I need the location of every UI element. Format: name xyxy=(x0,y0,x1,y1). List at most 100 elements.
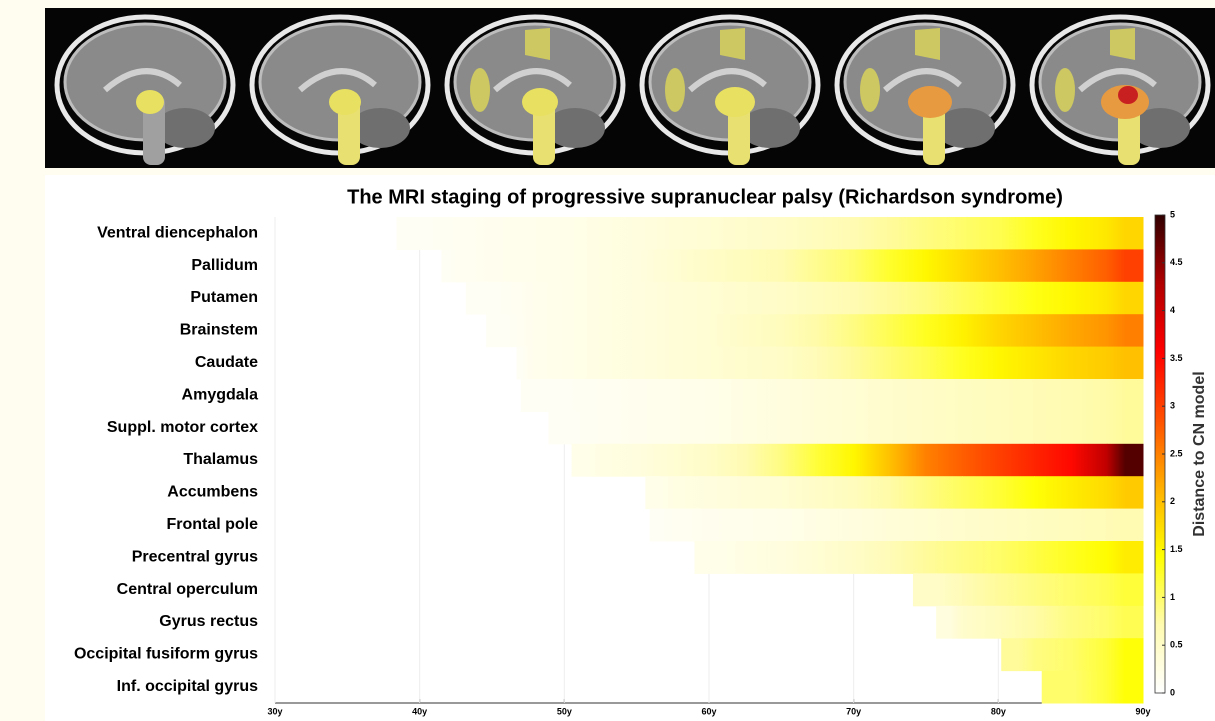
corpus-callosum xyxy=(298,68,377,93)
heat-cell xyxy=(889,281,963,315)
corpus-callosum xyxy=(688,68,767,93)
heat-cell xyxy=(962,217,1035,250)
heat-cell xyxy=(817,443,891,477)
frontal-region xyxy=(1055,68,1075,112)
heat-cell xyxy=(1106,411,1144,445)
heat-cell xyxy=(1106,638,1144,672)
heat-cell xyxy=(1106,314,1144,348)
cortex-region xyxy=(915,28,940,60)
colorbar-tick-label: 1 xyxy=(1170,592,1175,602)
corpus-callosum xyxy=(103,68,182,93)
frontal-region xyxy=(665,68,685,112)
diencephalon xyxy=(522,88,558,116)
heat-cell xyxy=(672,476,746,510)
row-label: Pallidum xyxy=(191,257,258,274)
heat-cell xyxy=(889,541,963,574)
cortex-region xyxy=(1110,28,1135,60)
corpus-callosum xyxy=(883,68,962,93)
x-tick-label: 70y xyxy=(846,706,861,716)
heat-cell xyxy=(962,379,1035,412)
heat-cell xyxy=(645,476,674,510)
colorbar-tick-label: 0.5 xyxy=(1170,640,1183,650)
heat-cell xyxy=(465,281,529,315)
row-label: Amygdala xyxy=(182,386,259,403)
x-tick-label: 30y xyxy=(267,706,282,716)
heat-cell xyxy=(1034,249,1108,283)
heat-cell xyxy=(1034,346,1108,380)
heat-cell xyxy=(600,411,674,445)
heat-cell xyxy=(1106,443,1144,477)
colorbar-tick-label: 5 xyxy=(1170,209,1175,219)
heat-cell xyxy=(528,346,601,380)
heat-cell xyxy=(672,508,746,542)
chart-title: The MRI staging of progressive supranucl… xyxy=(347,186,1063,208)
heat-cell xyxy=(962,541,1035,574)
row-label: Inf. occipital gyrus xyxy=(117,678,258,695)
heat-cell xyxy=(889,443,963,477)
heat-cell xyxy=(1034,476,1108,510)
heat-cell xyxy=(745,314,818,348)
heat-cell xyxy=(817,217,891,250)
heat-cell xyxy=(672,281,746,315)
heat-cell xyxy=(600,314,674,348)
heat-cell xyxy=(528,217,601,250)
heat-cell xyxy=(600,281,674,315)
heat-cell xyxy=(396,217,457,250)
frontal-region xyxy=(470,68,490,112)
heat-cell xyxy=(672,443,746,477)
heat-cell xyxy=(1106,541,1144,574)
thalamus-region xyxy=(1118,86,1138,104)
heat-cell xyxy=(889,411,963,445)
heat-cell xyxy=(745,411,818,445)
heat-cell xyxy=(1034,541,1108,574)
heat-cell xyxy=(817,281,891,315)
heat-cell xyxy=(516,346,529,380)
heat-cell xyxy=(745,443,818,477)
heat-cell xyxy=(528,314,601,348)
heat-cell xyxy=(528,379,601,412)
heat-cell xyxy=(817,314,891,348)
heat-cell xyxy=(745,476,818,510)
heat-cell xyxy=(672,249,746,283)
colorbar-tick-label: 4 xyxy=(1170,305,1175,315)
heat-cell xyxy=(817,346,891,380)
frontal-region xyxy=(860,68,880,112)
heat-cell xyxy=(486,314,529,348)
heat-cell xyxy=(600,379,674,412)
heat-cell xyxy=(745,281,818,315)
heat-cell xyxy=(889,314,963,348)
colorbar-tick-label: 2.5 xyxy=(1170,448,1183,458)
heat-cell xyxy=(745,346,818,380)
heat-cell xyxy=(528,281,601,315)
heat-cell xyxy=(936,605,963,639)
row-label: Caudate xyxy=(195,354,258,371)
row-label: Frontal pole xyxy=(166,516,258,533)
row-label: Brainstem xyxy=(180,322,258,339)
heat-cell xyxy=(1034,573,1108,607)
x-tick-label: 60y xyxy=(701,706,716,716)
heat-cell xyxy=(745,379,818,412)
brain-panels xyxy=(45,8,1215,168)
x-tick-label: 50y xyxy=(557,706,572,716)
row-label: Precentral gyrus xyxy=(132,548,258,565)
heat-cell xyxy=(1106,346,1144,380)
heat-cell xyxy=(528,249,601,283)
diencephalon xyxy=(329,89,361,115)
heat-cell xyxy=(1106,249,1144,283)
heat-cell xyxy=(962,411,1035,445)
heat-cell xyxy=(455,249,529,283)
heat-cell xyxy=(817,541,891,574)
row-label: Gyrus rectus xyxy=(159,613,258,630)
heat-cell xyxy=(817,411,891,445)
colorbar-tick-label: 4.5 xyxy=(1170,257,1183,267)
heat-cell xyxy=(962,314,1035,348)
row-label: Suppl. motor cortex xyxy=(107,419,258,436)
heat-cell xyxy=(962,281,1035,315)
heat-cell xyxy=(1034,281,1108,315)
heat-cell xyxy=(1034,411,1108,445)
heat-cell xyxy=(571,443,601,477)
heat-cell xyxy=(672,346,746,380)
heat-cell xyxy=(745,217,818,250)
heat-cell xyxy=(889,346,963,380)
